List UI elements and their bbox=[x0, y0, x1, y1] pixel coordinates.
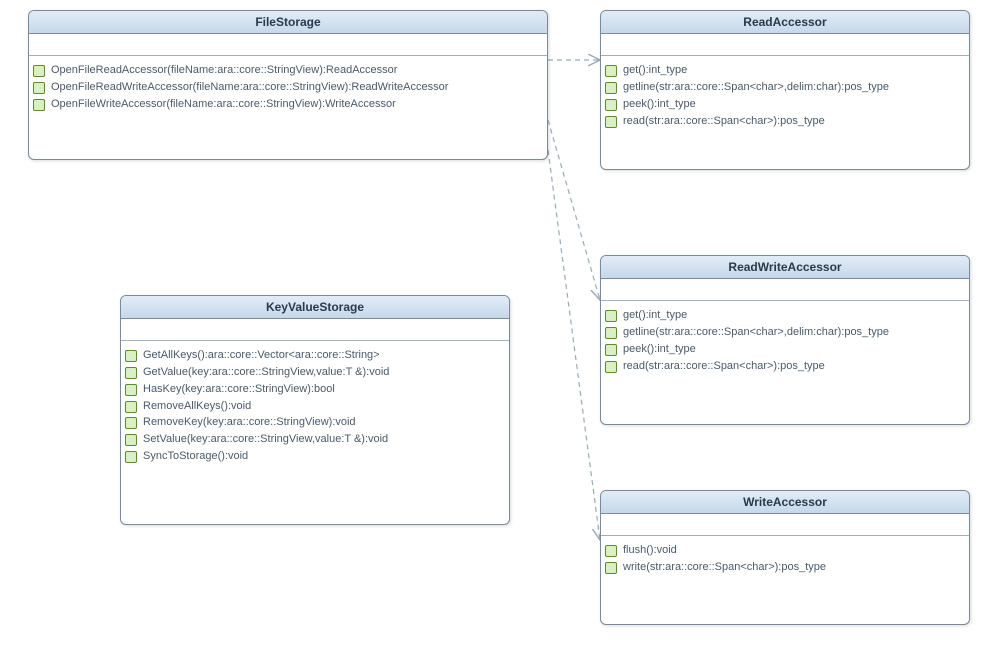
method-row: RemoveKey(key:ara::core::StringView):voi… bbox=[125, 414, 505, 431]
method-icon bbox=[605, 82, 617, 94]
methods-compartment: GetAllKeys():ara::core::Vector<ara::core… bbox=[121, 341, 509, 473]
methods-compartment: flush():void write(str:ara::core::Span<c… bbox=[601, 536, 969, 584]
method-row: peek():int_type bbox=[605, 341, 965, 358]
method-text: get():int_type bbox=[623, 308, 965, 323]
method-text: HasKey(key:ara::core::StringView):bool bbox=[143, 382, 505, 397]
method-icon bbox=[605, 327, 617, 339]
method-icon bbox=[605, 361, 617, 373]
method-row: GetValue(key:ara::core::StringView,value… bbox=[125, 364, 505, 381]
method-text: flush():void bbox=[623, 543, 965, 558]
method-text: getline(str:ara::core::Span<char>,delim:… bbox=[623, 80, 965, 95]
method-icon bbox=[605, 562, 617, 574]
method-row: flush():void bbox=[605, 542, 965, 559]
class-box-writeaccessor[interactable]: WriteAccessor flush():void write(str:ara… bbox=[600, 490, 970, 625]
attributes-compartment bbox=[601, 279, 969, 301]
method-text: RemoveKey(key:ara::core::StringView):voi… bbox=[143, 415, 505, 430]
method-icon bbox=[605, 65, 617, 77]
method-text: write(str:ara::core::Span<char>):pos_typ… bbox=[623, 560, 965, 575]
class-title: WriteAccessor bbox=[601, 491, 969, 514]
method-icon bbox=[125, 451, 137, 463]
method-text: OpenFileReadAccessor(fileName:ara::core:… bbox=[51, 63, 543, 78]
method-icon bbox=[125, 367, 137, 379]
class-box-filestorage[interactable]: FileStorage OpenFileReadAccessor(fileNam… bbox=[28, 10, 548, 160]
method-row: read(str:ara::core::Span<char>):pos_type bbox=[605, 113, 965, 130]
method-row: peek():int_type bbox=[605, 96, 965, 113]
method-row: SetValue(key:ara::core::StringView,value… bbox=[125, 431, 505, 448]
method-row: OpenFileReadAccessor(fileName:ara::core:… bbox=[33, 62, 543, 79]
method-icon bbox=[605, 116, 617, 128]
method-row: OpenFileWriteAccessor(fileName:ara::core… bbox=[33, 96, 543, 113]
method-icon bbox=[33, 82, 45, 94]
class-title: ReadWriteAccessor bbox=[601, 256, 969, 279]
method-text: peek():int_type bbox=[623, 342, 965, 357]
method-text: RemoveAllKeys():void bbox=[143, 399, 505, 414]
method-row: get():int_type bbox=[605, 62, 965, 79]
method-text: getline(str:ara::core::Span<char>,delim:… bbox=[623, 325, 965, 340]
class-title: ReadAccessor bbox=[601, 11, 969, 34]
attributes-compartment bbox=[601, 514, 969, 536]
connector-line bbox=[548, 150, 600, 540]
method-icon bbox=[605, 310, 617, 322]
attributes-compartment bbox=[29, 34, 547, 56]
method-row: HasKey(key:ara::core::StringView):bool bbox=[125, 381, 505, 398]
method-row: getline(str:ara::core::Span<char>,delim:… bbox=[605, 79, 965, 96]
method-row: OpenFileReadWriteAccessor(fileName:ara::… bbox=[33, 79, 543, 96]
method-text: read(str:ara::core::Span<char>):pos_type bbox=[623, 359, 965, 374]
connector-line bbox=[548, 120, 600, 300]
methods-compartment: get():int_type getline(str:ara::core::Sp… bbox=[601, 56, 969, 137]
method-row: read(str:ara::core::Span<char>):pos_type bbox=[605, 358, 965, 375]
method-row: get():int_type bbox=[605, 307, 965, 324]
uml-canvas: FileStorage OpenFileReadAccessor(fileNam… bbox=[0, 0, 994, 665]
method-text: SetValue(key:ara::core::StringView,value… bbox=[143, 432, 505, 447]
class-box-readaccessor[interactable]: ReadAccessor get():int_type getline(str:… bbox=[600, 10, 970, 170]
method-row: getline(str:ara::core::Span<char>,delim:… bbox=[605, 324, 965, 341]
method-row: write(str:ara::core::Span<char>):pos_typ… bbox=[605, 559, 965, 576]
method-text: OpenFileWriteAccessor(fileName:ara::core… bbox=[51, 97, 543, 112]
class-box-readwriteaccessor[interactable]: ReadWriteAccessor get():int_type getline… bbox=[600, 255, 970, 425]
method-icon bbox=[125, 350, 137, 362]
method-text: read(str:ara::core::Span<char>):pos_type bbox=[623, 114, 965, 129]
method-icon bbox=[605, 344, 617, 356]
methods-compartment: OpenFileReadAccessor(fileName:ara::core:… bbox=[29, 56, 547, 121]
method-icon bbox=[125, 434, 137, 446]
class-box-keyvaluestorage[interactable]: KeyValueStorage GetAllKeys():ara::core::… bbox=[120, 295, 510, 525]
method-icon bbox=[605, 545, 617, 557]
method-row: SyncToStorage():void bbox=[125, 448, 505, 465]
attributes-compartment bbox=[121, 319, 509, 341]
method-text: SyncToStorage():void bbox=[143, 449, 505, 464]
method-icon bbox=[125, 417, 137, 429]
method-text: GetValue(key:ara::core::StringView,value… bbox=[143, 365, 505, 380]
method-text: GetAllKeys():ara::core::Vector<ara::core… bbox=[143, 348, 505, 363]
method-text: OpenFileReadWriteAccessor(fileName:ara::… bbox=[51, 80, 543, 95]
method-row: RemoveAllKeys():void bbox=[125, 398, 505, 415]
method-row: GetAllKeys():ara::core::Vector<ara::core… bbox=[125, 347, 505, 364]
class-title: FileStorage bbox=[29, 11, 547, 34]
attributes-compartment bbox=[601, 34, 969, 56]
method-icon bbox=[33, 99, 45, 111]
method-text: peek():int_type bbox=[623, 97, 965, 112]
method-icon bbox=[125, 401, 137, 413]
method-icon bbox=[33, 65, 45, 77]
class-title: KeyValueStorage bbox=[121, 296, 509, 319]
method-text: get():int_type bbox=[623, 63, 965, 78]
methods-compartment: get():int_type getline(str:ara::core::Sp… bbox=[601, 301, 969, 382]
method-icon bbox=[125, 384, 137, 396]
method-icon bbox=[605, 99, 617, 111]
